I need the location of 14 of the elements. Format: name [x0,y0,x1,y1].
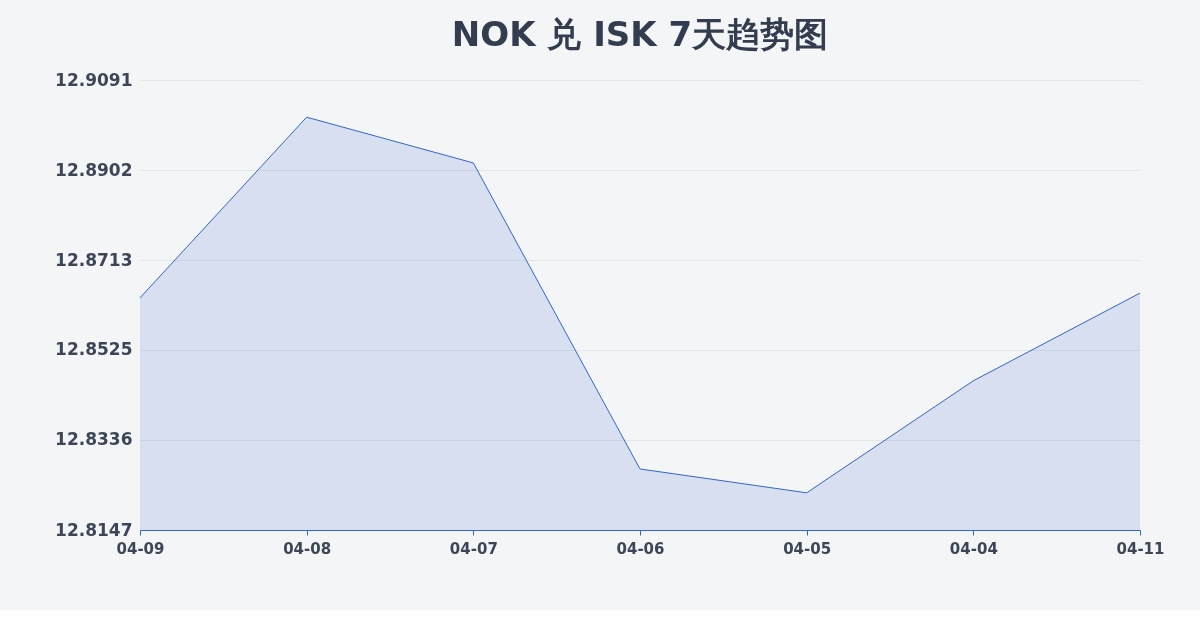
x-tick-label: 04-05 [783,539,832,558]
x-tick-label: 04-04 [949,539,998,558]
x-tick-label: 04-11 [1116,539,1165,558]
y-tick-label: 12.9091 [55,69,133,90]
y-tick-label: 12.8902 [55,159,133,180]
x-tick-label: 04-06 [616,539,665,558]
x-tick-label: 04-08 [283,539,332,558]
y-tick-label: 12.8713 [55,249,133,270]
y-tick-label: 12.8336 [55,429,133,450]
y-tick-label: 12.8147 [55,519,133,540]
y-tick-label: 12.8525 [55,339,133,360]
chart-title: NOK 兑 ISK 7天趋势图 [451,14,829,54]
x-tick-label: 04-07 [449,539,498,558]
x-tick-label: 04-09 [116,539,165,558]
